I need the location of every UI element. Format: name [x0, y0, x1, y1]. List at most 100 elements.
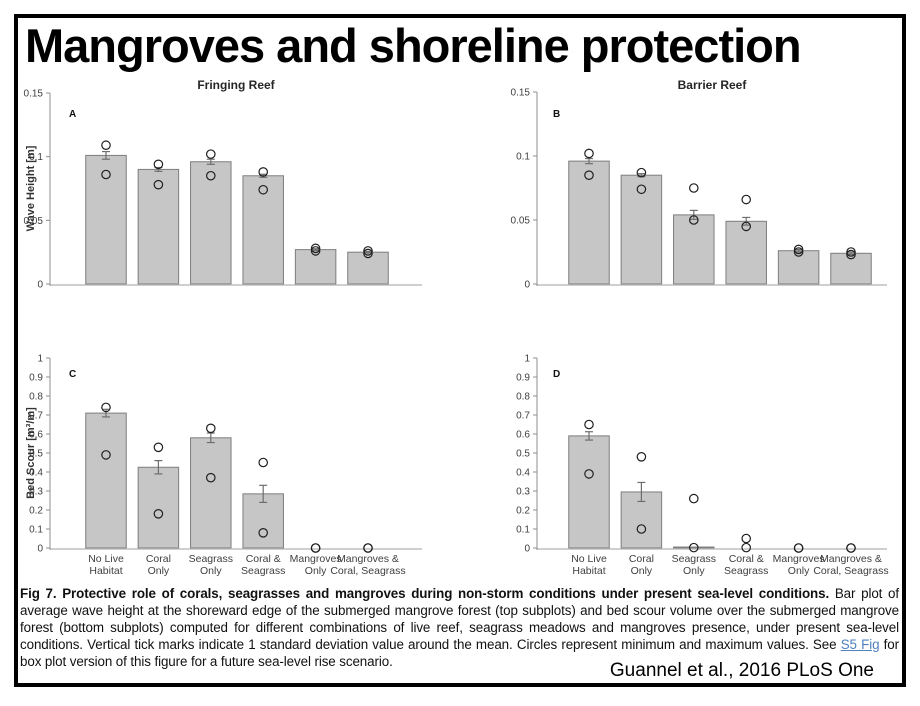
caption-lead: Fig 7. Protective role of corals, seagra…: [20, 586, 830, 601]
caption-body-1: Bar plot of average wave height at the s…: [20, 586, 899, 652]
y-tick-label: 0.5: [516, 449, 530, 460]
y-tick-label: 0.3: [516, 487, 530, 498]
chart-fringing-reef-wave-height: 0 0.05 0.1 0.15 Wave Height [m] Fringing Reef…: [24, 78, 422, 291]
citation: Guannel et al., 2016 PLoS One: [609, 660, 874, 681]
chart-barrier-reef-bed-scour: 0 0.1 0.2 0.3 0.4 0.5 0.6 0.7 0.8 0.9 1 D No Live Hab…: [516, 354, 889, 578]
category-label: Mangroves Only: [773, 553, 825, 577]
min-max-marker: [101, 169, 111, 180]
bar: [673, 214, 715, 285]
bar: [137, 466, 180, 549]
bar: [673, 546, 715, 549]
min-max-marker: [636, 184, 647, 195]
min-max-marker: [793, 244, 804, 255]
category-label: Coral & Seagrass: [241, 553, 285, 577]
min-max-marker: [689, 215, 699, 225]
min-max-marker: [584, 170, 594, 180]
min-max-marker: [310, 246, 321, 256]
y-tick-label: 0.9: [516, 373, 530, 384]
chart-title: Barrier Reef: [678, 78, 748, 92]
category-label: Mangroves & Coral, Seagrass: [330, 553, 405, 577]
bar: [725, 220, 767, 285]
category-label: No Live Habitat: [571, 553, 607, 577]
min-max-marker: [101, 450, 111, 460]
y-tick-label: 0: [524, 280, 530, 291]
min-max-marker: [846, 249, 856, 260]
min-max-marker: [310, 543, 321, 553]
y-tick-label: 0.05: [511, 216, 531, 227]
category-label: Coral & Seagrass: [724, 553, 768, 577]
category-label: Coral Only: [146, 553, 171, 577]
min-max-marker: [689, 183, 699, 193]
y-tick-label: 0: [37, 544, 43, 555]
bar: [190, 437, 232, 549]
min-max-marker: [793, 247, 804, 257]
min-max-marker: [153, 509, 164, 519]
y-tick-label: 0.5: [29, 449, 43, 460]
min-max-marker: [258, 457, 268, 468]
y-tick-label: 0.1: [29, 152, 43, 163]
bar: [137, 168, 180, 285]
min-max-marker: [206, 423, 216, 434]
y-tick-label: 0.9: [29, 373, 43, 384]
y-tick-label: 0.8: [516, 392, 530, 403]
y-tick-label: 0.2: [29, 506, 43, 517]
bar: [85, 412, 127, 549]
page-title: Mangroves and shoreline protection: [25, 19, 802, 72]
panel-letter: B: [553, 109, 560, 120]
y-tick-label: 0.3: [29, 487, 43, 498]
y-tick-label: 0.4: [516, 468, 530, 479]
y-tick-label: 0.6: [29, 430, 43, 441]
min-max-marker: [153, 159, 164, 170]
min-max-marker: [689, 542, 699, 553]
min-max-marker: [846, 247, 856, 257]
min-max-marker: [741, 221, 751, 232]
min-max-marker: [636, 524, 647, 534]
y-tick-label: 1: [524, 354, 530, 365]
y-tick-label: 0.7: [29, 411, 43, 422]
y-tick-label: 0.1: [516, 152, 530, 163]
panel-letter: C: [69, 369, 76, 380]
caption-body-2: for box plot version of this figure for …: [20, 637, 900, 669]
y-tick-label: 0.2: [516, 506, 530, 517]
bar: [85, 154, 127, 285]
category-label: Mangroves & Coral, Seagrass: [813, 553, 888, 577]
y-tick-label: 0.4: [29, 468, 43, 479]
min-max-marker: [584, 469, 594, 479]
category-label: No Live Habitat: [88, 553, 124, 577]
y-tick-label: 0: [524, 544, 530, 555]
y-tick-label: 0.05: [24, 216, 44, 227]
min-max-marker: [363, 246, 373, 256]
y-tick-label: 0.15: [24, 89, 44, 100]
min-max-marker: [363, 543, 373, 553]
min-max-marker: [153, 442, 164, 453]
y-tick-label: 0.1: [516, 525, 530, 536]
min-max-marker: [310, 243, 321, 254]
min-max-marker: [206, 472, 216, 483]
min-max-marker: [636, 452, 647, 462]
min-max-marker: [101, 140, 111, 151]
min-max-marker: [153, 179, 164, 190]
s5-fig-link[interactable]: S5 Fig: [840, 637, 880, 652]
y-tick-label: 1: [37, 354, 43, 365]
min-max-marker: [206, 149, 216, 159]
y-tick-label: 0: [37, 280, 43, 291]
category-label: Mangroves Only: [290, 553, 342, 577]
min-max-marker: [363, 248, 373, 259]
min-max-marker: [741, 533, 751, 544]
min-max-marker: [258, 167, 268, 177]
category-label: Seagrass Only: [189, 553, 233, 577]
min-max-marker: [206, 170, 216, 181]
bar: [620, 174, 663, 285]
chart-barrier-reef-wave-height: 0 0.05 0.1 0.15 Barrier Reef B: [511, 78, 887, 291]
bar: [347, 251, 389, 285]
bar: [242, 175, 284, 285]
y-axis-label: Wave Height [m]: [25, 145, 37, 231]
chart-fringing-reef-bed-scour: 0 0.1 0.2 0.3 0.4 0.5 0.6 0.7 0.8 0.9 1 Bed Scour […: [25, 354, 422, 577]
y-tick-label: 0.7: [516, 411, 530, 422]
bar: [830, 252, 872, 285]
y-axis-label: Bed Scour [m³/m]: [25, 407, 37, 499]
y-tick-label: 0.6: [516, 430, 530, 441]
slide-border: [14, 14, 906, 687]
y-tick-label: 0.15: [511, 88, 531, 99]
